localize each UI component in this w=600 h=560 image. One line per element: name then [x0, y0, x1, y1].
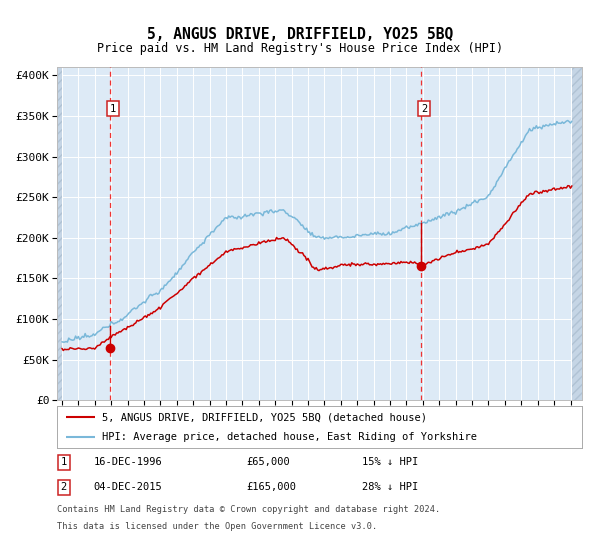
Text: 16-DEC-1996: 16-DEC-1996: [94, 458, 163, 467]
Text: 2: 2: [421, 104, 427, 114]
Text: Price paid vs. HM Land Registry's House Price Index (HPI): Price paid vs. HM Land Registry's House …: [97, 42, 503, 55]
Bar: [57, 67, 62, 400]
Bar: [572, 67, 582, 400]
Text: 1: 1: [110, 104, 116, 114]
Text: 28% ↓ HPI: 28% ↓ HPI: [361, 482, 418, 492]
Text: £165,000: £165,000: [246, 482, 296, 492]
Text: This data is licensed under the Open Government Licence v3.0.: This data is licensed under the Open Gov…: [57, 522, 377, 531]
Text: 1: 1: [61, 458, 67, 467]
Text: 2: 2: [61, 482, 67, 492]
Text: £65,000: £65,000: [246, 458, 290, 467]
Text: HPI: Average price, detached house, East Riding of Yorkshire: HPI: Average price, detached house, East…: [101, 432, 476, 442]
Text: 04-DEC-2015: 04-DEC-2015: [94, 482, 163, 492]
Text: Contains HM Land Registry data © Crown copyright and database right 2024.: Contains HM Land Registry data © Crown c…: [57, 505, 440, 514]
Text: 5, ANGUS DRIVE, DRIFFIELD, YO25 5BQ (detached house): 5, ANGUS DRIVE, DRIFFIELD, YO25 5BQ (det…: [101, 412, 427, 422]
Text: 5, ANGUS DRIVE, DRIFFIELD, YO25 5BQ: 5, ANGUS DRIVE, DRIFFIELD, YO25 5BQ: [147, 27, 453, 42]
Text: 15% ↓ HPI: 15% ↓ HPI: [361, 458, 418, 467]
